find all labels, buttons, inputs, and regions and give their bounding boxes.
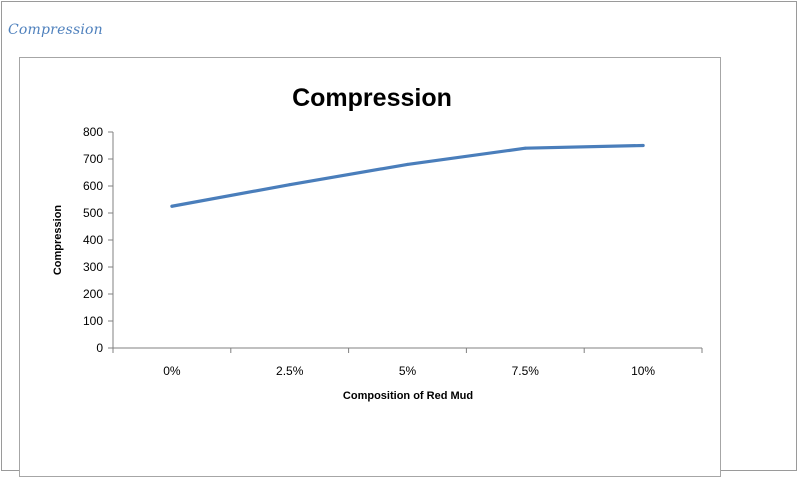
x-tick-label: 7.5% (512, 364, 540, 378)
figure-caption: Compression (8, 22, 103, 38)
y-tick-label: 400 (83, 233, 103, 247)
data-point (170, 204, 174, 208)
line-chart: Compression 0 100 200 300 400 500 600 700 800 0%… (52, 84, 703, 402)
y-tick-label: 300 (83, 260, 103, 274)
series-line (170, 143, 645, 208)
y-tick-label: 200 (83, 287, 103, 301)
y-axis: 0 100 200 300 400 500 600 700 800 (83, 125, 114, 355)
x-tick-label: 10% (631, 364, 655, 378)
y-tick-label: 0 (96, 341, 103, 355)
y-tick-label: 600 (83, 179, 103, 193)
x-axis-label: Composition of Red Mud (343, 390, 473, 402)
x-tick-label: 2.5% (276, 364, 304, 378)
series-group (170, 143, 645, 208)
data-point (288, 183, 292, 187)
x-tick-label: 0% (163, 364, 181, 378)
data-point (406, 162, 409, 166)
x-tick-label: 5% (399, 364, 417, 378)
y-tick-label: 700 (83, 152, 103, 166)
y-tick-label: 800 (83, 125, 103, 139)
x-axis: 0% 2.5% 5% 7.5% 10% (112, 347, 703, 378)
y-tick-label: 100 (83, 314, 103, 328)
chart-area (19, 57, 721, 477)
y-axis-label: Compression (52, 205, 64, 276)
chart-title: Compression (292, 84, 452, 112)
data-point (523, 146, 527, 150)
data-point (641, 144, 645, 147)
y-tick-label: 500 (83, 206, 103, 220)
